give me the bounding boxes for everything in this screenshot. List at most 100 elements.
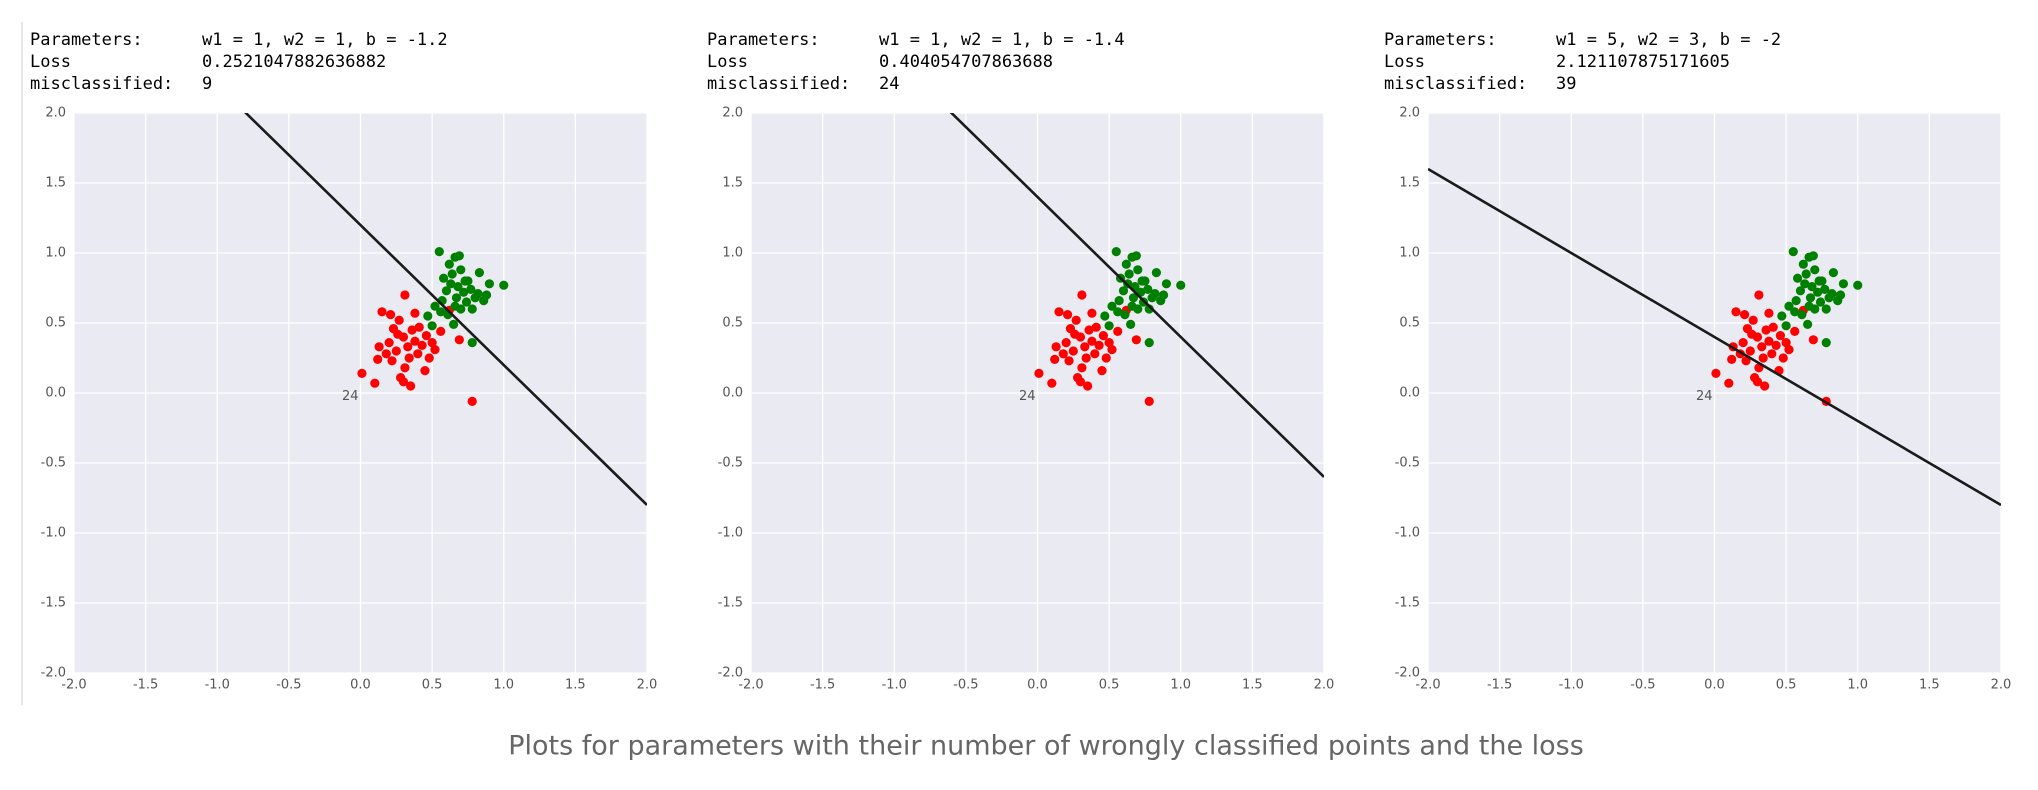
data-point [454, 251, 464, 261]
data-point [1807, 282, 1817, 292]
x-tick-label: 1.0 [1170, 678, 1191, 693]
data-point [1087, 336, 1097, 346]
data-point [459, 287, 469, 297]
data-point [1760, 381, 1770, 391]
y-tick-label: -2.0 [41, 666, 66, 681]
data-point [1071, 315, 1081, 325]
data-point [1784, 301, 1794, 311]
y-tick-label: 1.5 [722, 176, 743, 191]
data-point [423, 311, 433, 321]
data-point [1131, 335, 1141, 345]
data-point [1758, 353, 1768, 363]
data-point [1761, 325, 1771, 335]
data-point [1790, 307, 1800, 317]
data-point [1101, 353, 1111, 363]
data-point [1107, 301, 1117, 311]
data-point [1754, 290, 1764, 300]
data-point [384, 338, 394, 348]
data-point [1764, 336, 1774, 346]
data-point [447, 269, 457, 279]
data-point [1075, 332, 1086, 342]
data-point [1752, 332, 1763, 342]
data-point [1068, 346, 1078, 356]
data-point [1827, 289, 1837, 299]
y-tick-label: -0.5 [1395, 456, 1420, 471]
x-tick-label: -1.5 [810, 678, 835, 693]
data-point [1768, 322, 1778, 332]
header-label: Loss [707, 52, 748, 72]
annotation: 24 [1696, 389, 1713, 404]
decision-line [949, 113, 1324, 478]
data-point [436, 307, 446, 317]
header-label: misclassified: [30, 74, 173, 94]
data-point [1790, 326, 1800, 336]
data-point [1100, 311, 1110, 321]
x-tick-label: -1.0 [882, 678, 907, 693]
data-point [467, 396, 477, 406]
data-point [1097, 366, 1107, 376]
data-point [441, 286, 452, 296]
data-point [1150, 289, 1160, 299]
chart: Parameters: w1 = 1, w2 = 1, b = -1.4 Loss 0… [707, 30, 1335, 693]
data-point [1128, 293, 1139, 303]
data-point [1051, 342, 1061, 352]
y-tick-label: 2.0 [45, 106, 66, 121]
header-value: w1 = 1, w2 = 1, b = -1.2 [202, 30, 448, 50]
x-tick-label: 0.0 [350, 678, 371, 693]
data-point [414, 322, 424, 332]
data-point [1061, 338, 1071, 348]
header-value: w1 = 5, w2 = 3, b = -2 [1556, 30, 1781, 50]
data-point [421, 331, 431, 341]
data-point [1803, 319, 1813, 329]
data-point [413, 349, 423, 359]
data-point [454, 335, 464, 345]
data-point [1118, 286, 1129, 296]
x-tick-label: -2.0 [1415, 678, 1440, 693]
data-point [484, 279, 495, 289]
data-point [373, 354, 383, 364]
y-tick-label: 1.0 [722, 246, 743, 261]
header-label: Parameters: [30, 30, 143, 50]
data-point [1050, 354, 1060, 364]
y-tick-label: -2.0 [718, 666, 743, 681]
y-tick-label: 0.0 [1399, 386, 1420, 401]
data-point [1775, 331, 1785, 341]
x-tick-label: 2.0 [1991, 678, 2012, 693]
data-point [1091, 322, 1101, 332]
decision-line [244, 113, 647, 506]
x-tick-label: 0.5 [1776, 678, 1797, 693]
data-point [1821, 338, 1831, 348]
data-point [1764, 308, 1774, 318]
y-tick-label: 2.0 [1399, 106, 1420, 121]
data-point [473, 289, 483, 299]
data-point [427, 338, 437, 348]
data-point [1083, 381, 1093, 391]
data-point [1104, 321, 1114, 331]
header-value: w1 = 1, w2 = 1, b = -1.4 [879, 30, 1125, 50]
y-tick-label: 1.0 [45, 246, 66, 261]
annotation: 24 [1019, 389, 1036, 404]
header-value: 24 [879, 74, 899, 94]
data-point [1176, 280, 1186, 290]
data-point [374, 342, 384, 352]
data-point [1777, 311, 1787, 321]
data-point [1104, 338, 1114, 348]
data-point [1113, 326, 1123, 336]
caption: Plots for parameters with their number o… [508, 731, 1584, 762]
data-point [420, 366, 430, 376]
data-point [1815, 297, 1826, 307]
data-point [1062, 310, 1073, 320]
x-tick-label: -1.0 [205, 678, 230, 693]
data-point [467, 304, 477, 314]
x-tick-label: -0.5 [276, 678, 301, 693]
data-point [438, 273, 449, 283]
x-tick-label: 2.0 [1314, 678, 1335, 693]
y-tick-label: -0.5 [41, 456, 66, 471]
header-label: Loss [30, 52, 71, 72]
data-point [1810, 265, 1820, 275]
data-point [430, 345, 440, 355]
data-point [1745, 346, 1755, 356]
data-point [1767, 349, 1777, 359]
data-point [1853, 280, 1863, 290]
y-tick-label: 1.5 [1399, 176, 1420, 191]
